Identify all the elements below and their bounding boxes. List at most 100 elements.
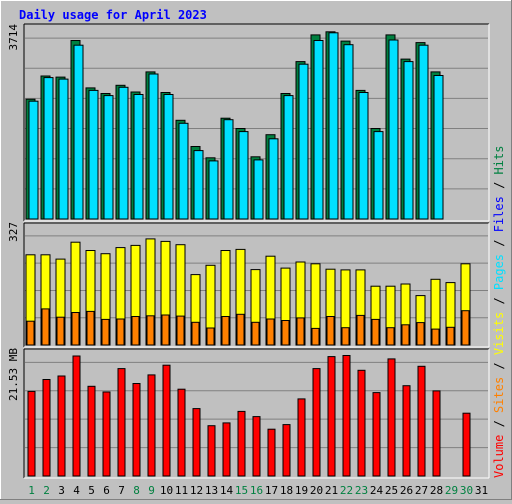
bar-volume-day-27 — [417, 365, 426, 477]
bar-sites-day-4 — [71, 312, 80, 346]
bar-volume-day-15 — [237, 410, 246, 477]
bar-pages-day-23 — [358, 92, 369, 220]
bar-sites-day-12 — [191, 321, 200, 346]
bar-pages-day-21 — [328, 32, 339, 220]
bar-sites-day-13 — [206, 327, 215, 346]
legend-separator: / — [492, 355, 506, 377]
panel-visits-sites: 327 — [7, 222, 490, 348]
bar-pages-day-22 — [343, 44, 354, 220]
bar-pages-day-11 — [178, 122, 189, 220]
bar-pages-day-10 — [163, 94, 174, 220]
x-axis-day-labels: 1 2 3 4 5 6 7 8 9 10 11 12 13 14 15 16 17 18 19 20 21 22 23 24 2… — [28, 484, 488, 497]
legend-separator: / — [492, 290, 506, 312]
bar-volume-day-12 — [192, 408, 201, 477]
bar-volume-day-7 — [117, 368, 126, 477]
x-label-day-1: 1 — [28, 484, 35, 497]
x-label-day-27: 27 — [415, 484, 428, 497]
bar-volume-day-21 — [327, 356, 336, 477]
bar-volume-day-14 — [222, 422, 231, 477]
bar-pages-day-9 — [148, 73, 159, 220]
bar-pages-day-25 — [388, 39, 399, 220]
bar-sites-day-5 — [86, 310, 95, 346]
x-label-day-28: 28 — [430, 484, 443, 497]
bar-sites-day-8 — [131, 316, 140, 346]
chart-panels: 3714 327 21.53 MB — [7, 23, 490, 479]
x-label-day-22: 22 — [340, 484, 353, 497]
bar-sites-day-1 — [26, 320, 35, 346]
y-axis-max-label: 21.53 MB — [7, 348, 20, 401]
bar-pages-day-2 — [43, 77, 54, 220]
bar-sites-day-3 — [56, 316, 65, 346]
bar-volume-day-18 — [282, 424, 291, 477]
bar-volume-day-13 — [207, 425, 216, 477]
bar-sites-day-6 — [101, 318, 110, 346]
bar-volume-day-30 — [462, 412, 471, 477]
x-label-day-20: 20 — [310, 484, 323, 497]
x-label-day-6: 6 — [103, 484, 110, 497]
x-label-day-25: 25 — [385, 484, 398, 497]
bar-volume-day-28 — [432, 390, 441, 477]
bar-sites-day-18 — [281, 320, 290, 346]
legend-item-visits: Visits — [492, 312, 506, 355]
bar-sites-day-29 — [446, 326, 455, 346]
bar-sites-day-27 — [416, 322, 425, 346]
bar-volume-day-8 — [132, 383, 141, 477]
bar-pages-day-7 — [118, 86, 129, 220]
x-label-day-23: 23 — [355, 484, 368, 497]
bar-sites-day-22 — [341, 327, 350, 346]
bar-sites-day-9 — [146, 315, 155, 346]
legend-item-hits: Hits — [492, 146, 506, 175]
bar-volume-day-20 — [312, 368, 321, 477]
y-axis-max-label: 3714 — [7, 24, 20, 51]
x-label-day-2: 2 — [43, 484, 50, 497]
x-label-day-15: 15 — [235, 484, 248, 497]
chart-title: Daily usage for April 2023 — [19, 8, 207, 22]
x-label-day-29: 29 — [445, 484, 458, 497]
x-label-day-13: 13 — [205, 484, 218, 497]
bar-volume-day-5 — [87, 385, 96, 477]
bar-pages-day-24 — [373, 131, 384, 220]
bar-volume-day-9 — [147, 374, 156, 477]
bar-sites-day-7 — [116, 318, 125, 346]
bar-volume-day-25 — [387, 358, 396, 477]
bar-volume-day-17 — [267, 428, 276, 477]
legend-item-volume: Volume — [492, 435, 506, 478]
legend-item-pages: Pages — [492, 254, 506, 290]
x-label-day-26: 26 — [400, 484, 413, 497]
bar-pages-day-17 — [268, 138, 279, 220]
bar-volume-day-2 — [42, 379, 51, 477]
bar-pages-day-4 — [73, 44, 84, 220]
x-label-day-11: 11 — [175, 484, 188, 497]
panel-hits-pages: 3714 — [7, 23, 490, 222]
bar-sites-day-23 — [356, 314, 365, 346]
panel-volume: 21.53 MB — [7, 348, 490, 479]
bar-pages-day-3 — [58, 78, 69, 220]
x-label-day-10: 10 — [160, 484, 173, 497]
x-label-day-12: 12 — [190, 484, 203, 497]
bar-sites-day-16 — [251, 321, 260, 346]
legend-separator: / — [492, 174, 506, 196]
x-label-day-19: 19 — [295, 484, 308, 497]
bar-pages-day-5 — [88, 89, 99, 220]
bar-volume-day-23 — [357, 369, 366, 477]
bar-pages-day-27 — [418, 44, 429, 220]
bar-sites-day-11 — [176, 315, 185, 346]
x-label-day-31: 31 — [475, 484, 488, 497]
bar-sites-day-19 — [296, 317, 305, 346]
x-label-day-16: 16 — [250, 484, 263, 497]
x-label-day-8: 8 — [133, 484, 140, 497]
bar-volume-day-26 — [402, 385, 411, 477]
x-label-day-4: 4 — [73, 484, 80, 497]
bar-pages-day-15 — [238, 131, 249, 220]
x-label-day-14: 14 — [220, 484, 234, 497]
bar-volume-day-19 — [297, 398, 306, 477]
bar-pages-day-8 — [133, 94, 144, 220]
bar-volume-day-16 — [252, 416, 261, 477]
chart-legend: Volume / Sites / Visits / Pages / Files … — [492, 146, 506, 478]
bar-volume-day-22 — [342, 355, 351, 477]
bar-sites-day-24 — [371, 318, 380, 346]
bar-sites-day-28 — [431, 328, 440, 346]
bar-pages-day-14 — [223, 119, 234, 220]
